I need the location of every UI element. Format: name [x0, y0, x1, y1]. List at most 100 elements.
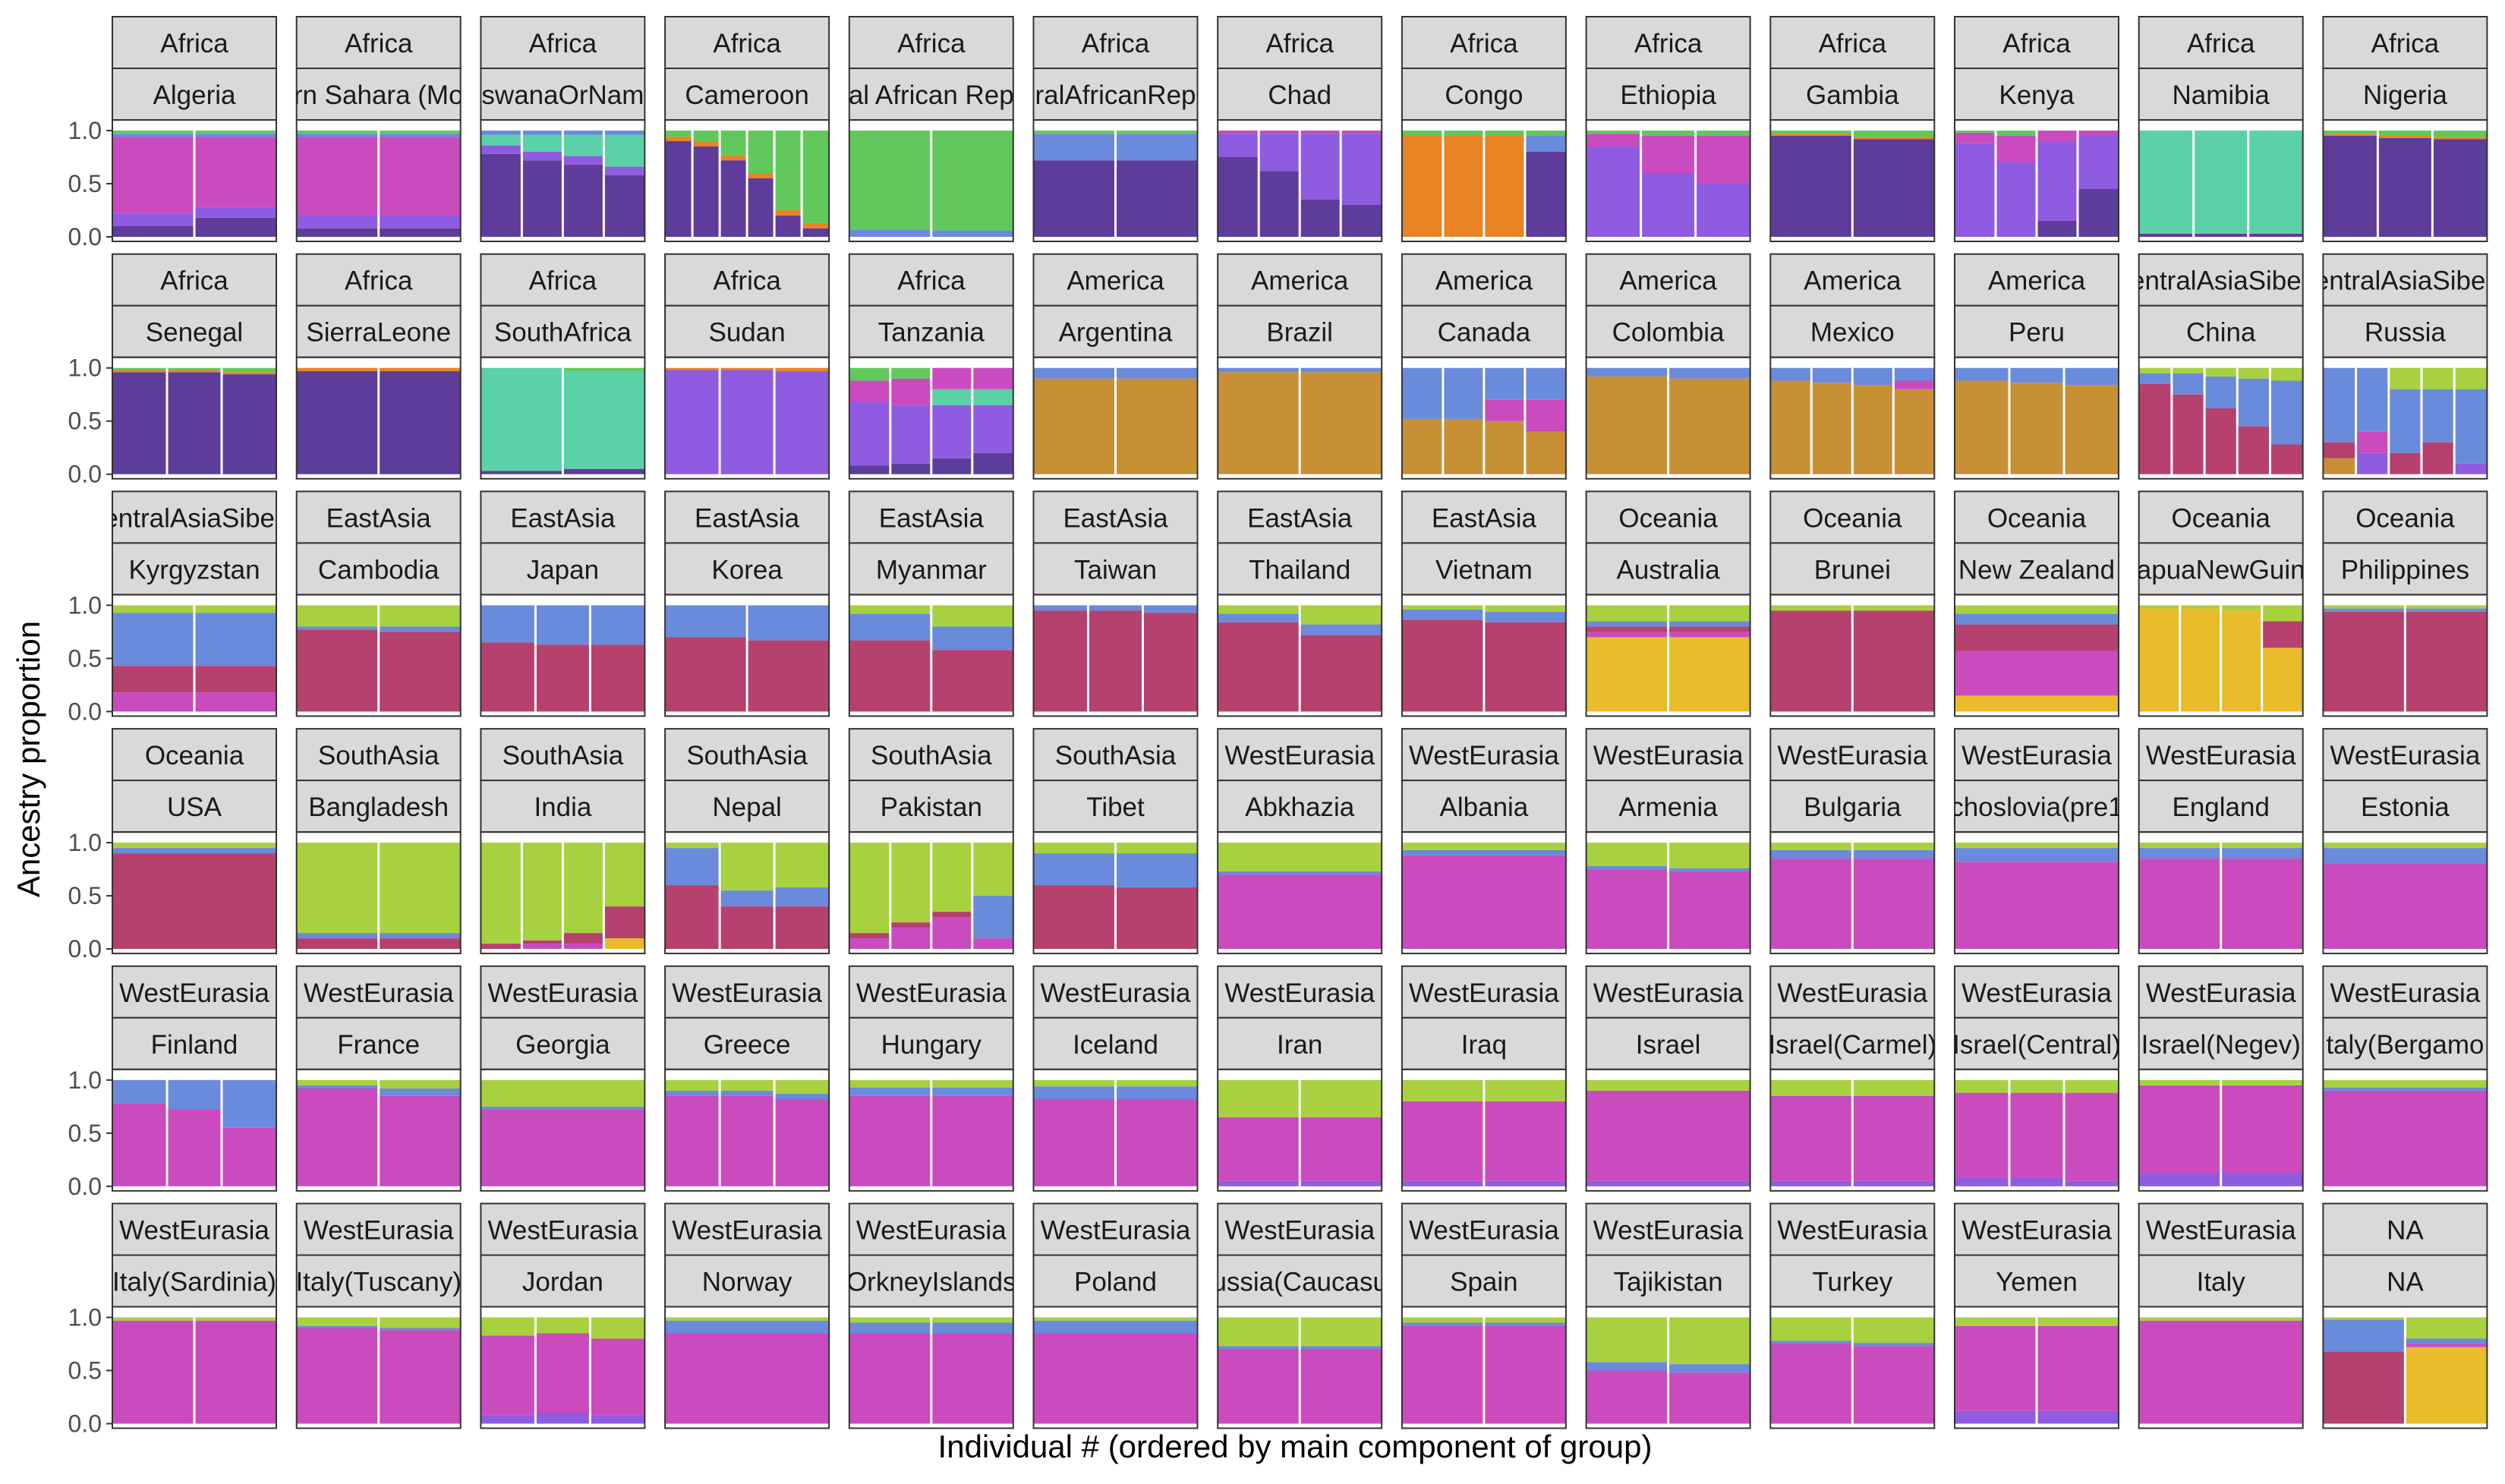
ancestry-segment [1401, 620, 1484, 712]
facet-strip-region [1585, 1202, 1751, 1256]
ancestry-segment [194, 605, 276, 613]
ancestry-segment [194, 217, 276, 237]
facet-region-label: Africa [1082, 29, 1150, 58]
panel-border [664, 356, 830, 480]
y-tick-label: 0.5 [68, 408, 102, 435]
facet-strip-region [295, 728, 462, 782]
ancestry-segment [1955, 1325, 2037, 1411]
panel-border [295, 831, 462, 955]
facet-region-label: EastAsia [1432, 503, 1537, 533]
ancestry-segment [849, 1095, 931, 1186]
ancestry-segment [481, 153, 522, 237]
ancestry-segment [2422, 389, 2455, 443]
facet-strip-population [2322, 68, 2488, 121]
facet-strip-population [1401, 68, 1567, 121]
ancestry-segment [2138, 605, 2180, 609]
facet-panel: Africa rn Sahara (Mo [295, 16, 462, 242]
ancestry-segment [2323, 864, 2488, 950]
ancestry-segment [972, 938, 1013, 950]
ancestry-segment [849, 843, 890, 934]
facet-panel: EastAsia Japan [480, 490, 646, 717]
facet-population-label: apuaNewGuin [2137, 555, 2305, 584]
ancestry-segment [849, 229, 931, 237]
facet-panel: WestEurasia Italy(Tuscany) [295, 1202, 462, 1429]
panel-border [2138, 594, 2304, 717]
ancestry-segment [720, 155, 748, 161]
ancestry-segment [1852, 859, 1935, 950]
ancestry-segment [112, 843, 276, 849]
ancestry-segment [1442, 418, 1484, 474]
facet-population-label: Spain [1450, 1268, 1518, 1297]
ancestry-segment [535, 1413, 591, 1424]
facet-strip-population [2322, 304, 2488, 358]
facet-population-label: taly(Bergamo [2326, 1030, 2484, 1060]
facet-panel: WestEurasia Georgia [480, 965, 646, 1192]
facet-strip-population [1585, 1254, 1751, 1308]
panel-border [848, 831, 1014, 955]
ancestry-segment [1955, 1317, 2037, 1326]
facet-strip-region [848, 728, 1014, 782]
ancestry-segment [1033, 1320, 1198, 1334]
facet-strip-population [848, 780, 1014, 833]
facet-region-label: SouthAsia [1055, 741, 1177, 770]
facet-strip-population [2138, 68, 2304, 121]
facet-population-label: Russia [2365, 318, 2447, 348]
facet-strip-population [1769, 542, 1936, 596]
ancestry-segment [1088, 605, 1143, 611]
facet-region-label: Africa [897, 29, 966, 58]
ancestry-segment [2220, 843, 2303, 849]
facet-population-label: China [2186, 318, 2256, 348]
ancestry-segment [849, 367, 890, 381]
facet-strip-region [1954, 965, 2119, 1019]
ancestry-segment [112, 226, 194, 237]
ancestry-segment [1668, 605, 1750, 622]
ancestry-segment [1033, 843, 1116, 854]
facet-population-label: Italy(Sardinia) [112, 1268, 276, 1297]
facet-region-label: WestEurasia [2146, 741, 2296, 770]
facet-strip-region [1769, 728, 1936, 782]
ancestry-segment [1524, 136, 1566, 152]
ancestry-segment [2323, 458, 2356, 474]
panel-border [1585, 594, 1751, 717]
ancestry-segment [2323, 1351, 2406, 1424]
facet-panel: WestEurasia Turkey [1769, 1202, 1936, 1429]
facet-region-label: EastAsia [1063, 503, 1168, 533]
panel-border [1585, 119, 1751, 242]
ancestry-segment [1955, 132, 1996, 143]
ancestry-segment [1218, 131, 1259, 134]
ancestry-segment [378, 370, 461, 474]
panel-border [480, 594, 646, 717]
panel-border [295, 119, 462, 242]
facet-strip-region [1217, 490, 1383, 544]
ancestry-segment [2323, 1319, 2406, 1352]
facet-panel: Africa Ethiopia [1585, 16, 1751, 242]
facet-strip-population [1032, 542, 1199, 596]
panel-border [480, 831, 646, 955]
ancestry-segment [2323, 1317, 2406, 1320]
facet-population-label: Canada [1438, 318, 1531, 348]
ancestry-segment [1524, 367, 1566, 400]
panel-border [295, 356, 462, 480]
ancestry-segment [1442, 131, 1484, 136]
facet-strip-population [848, 304, 1014, 358]
panel-border [848, 1068, 1014, 1192]
facet-strip-population [2138, 304, 2304, 358]
ancestry-segment [2138, 608, 2180, 712]
ancestry-segment [2405, 1317, 2488, 1339]
facet-region-label: America [1804, 266, 1902, 296]
ancestry-segment [1852, 605, 1935, 611]
ancestry-segment [296, 1085, 379, 1089]
ancestry-segment [1852, 137, 1935, 140]
facet-strip-population [1032, 780, 1199, 833]
facet-strip-population [2138, 1254, 2304, 1308]
facet-panel: SouthAsia Nepal [664, 728, 830, 955]
facet-strip-population [2138, 542, 2304, 596]
ancestry-segment [2270, 444, 2303, 474]
ancestry-segment [1483, 622, 1566, 712]
ancestry-segment [2261, 621, 2303, 648]
ancestry-segment [931, 367, 972, 389]
facet-strip-region [1217, 253, 1383, 307]
panel-border [1032, 594, 1199, 717]
facet-strip-population [2322, 780, 2488, 833]
facet-strip-population [480, 780, 646, 833]
